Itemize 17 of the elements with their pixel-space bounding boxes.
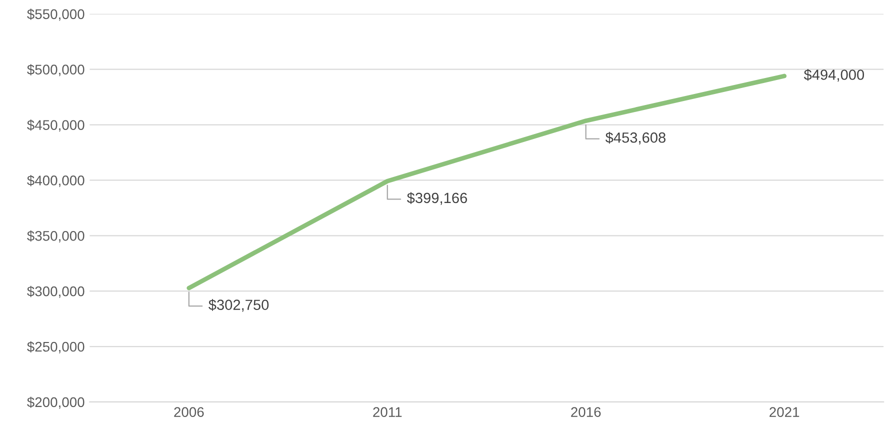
y-tick-label: $550,000: [27, 8, 84, 21]
data-label: $453,608: [605, 132, 666, 144]
y-tick-label: $400,000: [27, 174, 84, 188]
x-tick-label: 2011: [373, 407, 402, 418]
y-tick-label: $300,000: [27, 286, 84, 298]
line-series: [186, 74, 787, 290]
x-tick-label: 2021: [770, 407, 800, 418]
data-label: $302,750: [208, 299, 269, 312]
data-label: $494,000: [804, 68, 864, 82]
y-tick-label: $350,000: [27, 230, 84, 242]
y-tick-label: $450,000: [27, 120, 84, 132]
data-label: $399,166: [406, 192, 468, 205]
y-tick-label: $200,000: [27, 396, 84, 409]
x-tick-label: 2006: [174, 407, 204, 418]
x-tick-label: 2016: [571, 407, 601, 418]
y-tick-label: $500,000: [27, 64, 84, 76]
y-tick-label: $250,000: [27, 341, 84, 354]
